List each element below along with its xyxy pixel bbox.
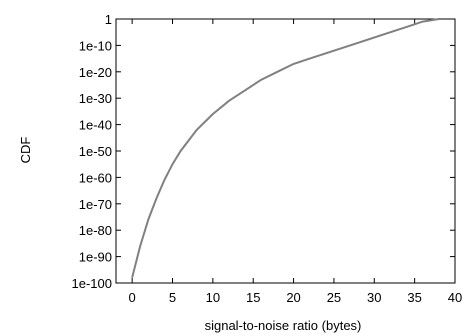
x-tick-label: 40 — [448, 290, 462, 305]
y-tick-label: 1e-20 — [79, 65, 112, 80]
y-tick-label: 1e-60 — [79, 170, 112, 185]
x-tick-label: 0 — [129, 290, 136, 305]
y-tick-label: 1e-50 — [79, 144, 112, 159]
y-axis: 1 1e-10 1e-20 1e-30 1e-40 1e-50 1e-60 1e-70 1e-8… — [72, 12, 455, 291]
y-tick-label: 1 — [105, 12, 112, 27]
x-axis: 0 5 10 15 20 25 30 35 40 — [129, 19, 462, 305]
y-axis-title: CDF — [18, 137, 33, 164]
plot-frame — [115, 18, 456, 284]
x-tick-label: 20 — [286, 290, 300, 305]
y-tick-label: 1e-30 — [79, 91, 112, 106]
y-tick-label: 1e-90 — [79, 250, 112, 265]
x-tick-label: 35 — [407, 290, 421, 305]
x-tick-label: 5 — [169, 290, 176, 305]
x-axis-title: signal-to-noise ratio (bytes) — [205, 318, 362, 333]
y-tick-label: 1e-80 — [79, 223, 112, 238]
x-tick-label: 10 — [206, 290, 220, 305]
y-tick-label: 1e-40 — [79, 118, 112, 133]
y-tick-label: 1e-100 — [72, 276, 112, 291]
cdf-series-line — [131, 18, 440, 278]
x-tick-label: 30 — [367, 290, 381, 305]
y-tick-label: 1e-70 — [79, 197, 112, 212]
x-tick-label: 25 — [327, 290, 341, 305]
x-tick-label: 15 — [246, 290, 260, 305]
y-tick-label: 1e-10 — [79, 38, 112, 53]
